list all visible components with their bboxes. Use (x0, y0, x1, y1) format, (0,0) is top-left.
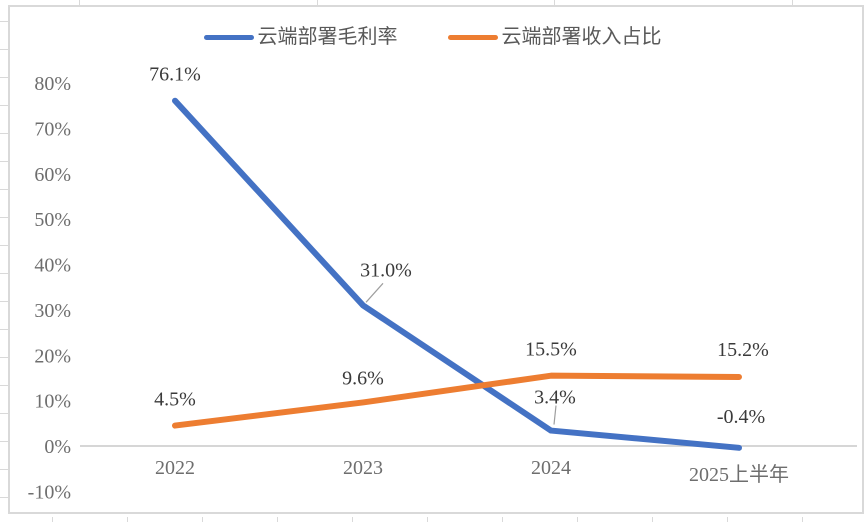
x-axis-label: 2023 (343, 457, 383, 479)
data-label-leader (365, 282, 384, 303)
y-tick-label: 20% (34, 345, 71, 367)
data-label-series-0: -0.4% (717, 406, 765, 428)
data-label-series-0: 3.4% (534, 387, 576, 409)
data-label-series-1: 4.5% (154, 389, 196, 411)
y-tick-label: 10% (34, 391, 71, 413)
y-tick-label: 40% (34, 255, 71, 277)
data-label-series-0: 76.1% (149, 64, 201, 86)
y-tick-label: 50% (34, 209, 71, 231)
spreadsheet-gridlines-left (0, 0, 8, 514)
data-label-series-1: 9.6% (342, 367, 384, 389)
legend-line-swatch-orange (447, 34, 498, 40)
spreadsheet-gridline-stub (317, 0, 318, 5)
y-tick-label: 60% (34, 164, 71, 186)
y-tick-label: -10% (28, 481, 71, 503)
series-line-1[interactable] (172, 372, 742, 429)
y-tick-label: 0% (44, 436, 71, 458)
legend-line-swatch-blue (203, 34, 254, 40)
x-axis-label: 2025上半年 (689, 463, 789, 486)
x-axis-label: 2022 (155, 457, 195, 479)
spreadsheet-gridline-stub (79, 0, 80, 5)
y-tick-label: 80% (34, 73, 71, 95)
legend-label-gross-margin: 云端部署毛利率 (257, 26, 398, 48)
series-line-0[interactable] (172, 97, 742, 451)
data-label-series-0: 31.0% (360, 259, 412, 281)
legend-item-gross-margin[interactable]: 云端部署毛利率 (203, 26, 398, 48)
y-tick-label: 30% (34, 300, 71, 322)
spreadsheet-gridline-stub (554, 0, 555, 5)
spreadsheet-gridline-stub (792, 0, 793, 5)
legend-item-revenue-share[interactable]: 云端部署收入占比 (447, 26, 662, 48)
chart-legend: 云端部署毛利率 云端部署收入占比 (0, 27, 865, 47)
x-axis-label: 2024 (531, 457, 571, 479)
y-tick-label: 70% (34, 118, 71, 140)
data-label-series-1: 15.2% (717, 339, 769, 361)
data-label-series-1: 15.5% (525, 339, 577, 361)
spreadsheet-gridlines-bottom (52, 517, 814, 522)
chart-area[interactable] (8, 5, 864, 514)
data-label-leader (553, 405, 557, 425)
legend-label-revenue-share: 云端部署收入占比 (501, 26, 662, 48)
